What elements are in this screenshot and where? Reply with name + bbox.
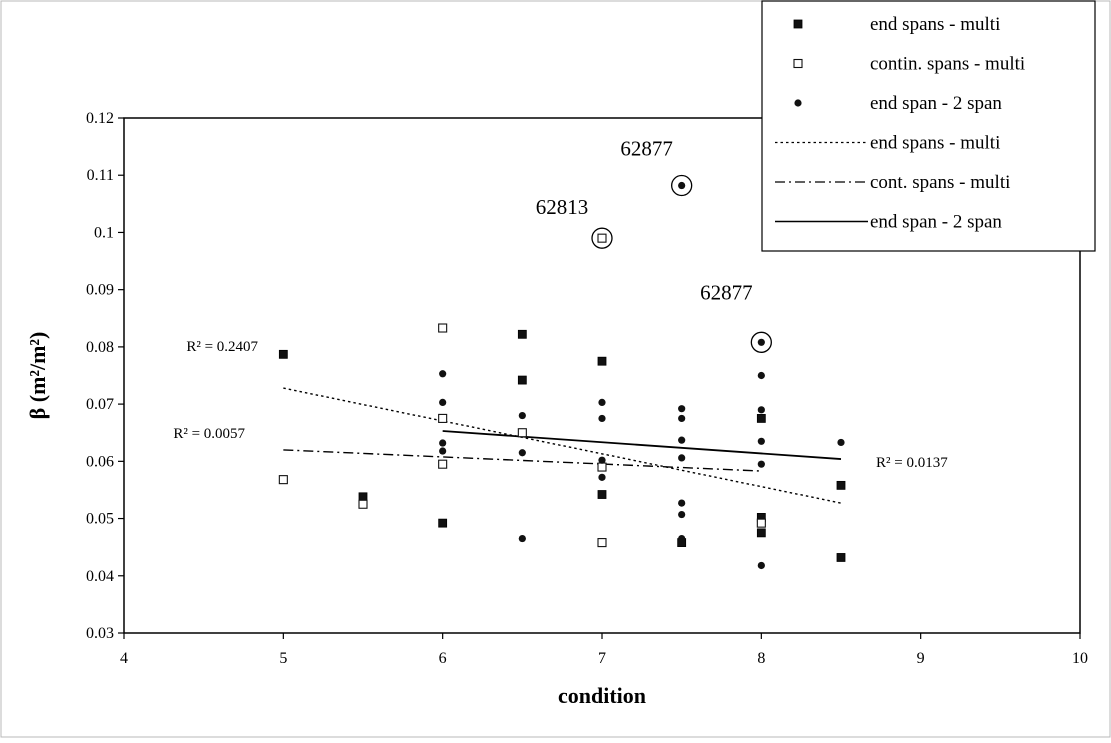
legend-label: contin. spans - multi [870,54,1025,75]
data-point [598,473,606,481]
y-axis-title: β (m²/m²) [25,332,50,420]
data-point [757,561,765,570]
trendline [283,387,842,504]
legend-label: end spans - multi [870,133,1000,154]
data-point [439,447,447,455]
axis-titles: condition β (m²/m²) [25,332,646,708]
data-point [517,375,527,385]
y-tick-label: 0.12 [86,110,114,127]
highlight-ring [750,331,772,353]
data-point [597,538,607,548]
x-axis-title: condition [558,683,646,708]
data-point [598,414,606,423]
data-point [597,356,607,366]
legend-swatch [793,19,803,29]
data-point [756,414,766,423]
axes: 4 5 6 7 8 9 10 0.03 0.04 0.05 0.06 0.07 0.08 0.09 0.1 0… [86,110,1088,667]
data-point [438,459,448,469]
trendlines: R² = 0.2407 R² = 0.0057 R² = 0.0137 [173,339,948,504]
annotations: 62877 62813 62877 [536,137,772,353]
data-point [757,460,765,468]
x-tick-label: 9 [917,650,925,667]
legend-label: end spans - multi [870,14,1000,35]
y-tick-label: 0.05 [86,511,114,528]
r2-label: R² = 0.0057 [173,426,245,442]
data-point [438,518,448,528]
data-point [438,413,448,423]
y-tick-label: 0.11 [87,167,114,184]
y-tick-label: 0.04 [86,568,114,585]
data-point [518,534,526,543]
x-tick-label: 5 [279,650,287,667]
data-point [678,436,686,444]
data-point [517,329,527,339]
data-point [598,398,606,406]
legend-swatch [793,58,803,69]
x-tick-label: 6 [439,650,447,667]
data-point [757,437,765,445]
data-point [678,534,686,543]
data-point [358,499,368,509]
highlight-ring [591,227,613,249]
data-point [836,553,846,562]
x-tick-label: 7 [598,650,606,667]
data-point [757,406,765,414]
y-tick-label: 0.07 [86,396,114,413]
data-point [678,454,686,462]
data-point [597,490,607,499]
legend: end spans - multi contin. spans - multi en… [761,0,1096,252]
data-point [278,475,288,485]
y-tick-label: 0.08 [86,339,114,356]
highlight-ring [671,174,693,197]
x-tick-label: 8 [757,650,765,667]
x-tick-label: 4 [120,650,128,667]
data-point [278,349,288,359]
r2-label: R² = 0.2407 [186,339,258,355]
data-point [837,438,845,447]
data-point [439,398,447,406]
y-tick-label: 0.09 [86,282,114,299]
data-point [678,510,686,519]
trendline [442,430,842,460]
data-point [598,456,606,464]
y-tick-label: 0.1 [94,224,114,241]
data-point [597,233,607,243]
data-points [278,181,846,570]
r2-label: R² = 0.0137 [876,455,948,471]
data-point [756,518,766,528]
data-point [678,405,686,413]
legend-label: end span - 2 span [870,212,1002,233]
x-tick-label: 10 [1072,650,1088,667]
data-point [756,528,766,538]
data-point [439,439,447,447]
data-point [438,323,448,333]
data-point [439,370,447,378]
point-label: 62813 [536,195,589,219]
legend-box [761,0,1096,252]
data-point [517,428,527,438]
data-point [678,181,686,190]
data-point [678,414,686,423]
data-point [597,462,607,472]
legend-label: cont. spans - multi [870,172,1010,193]
point-label: 62877 [700,280,753,304]
point-label: 62877 [620,137,673,161]
y-tick-label: 0.06 [86,453,114,470]
data-point [757,338,765,346]
data-point [678,499,686,507]
data-point [757,371,765,380]
legend-swatch [794,99,802,107]
data-point [518,411,526,420]
data-point [358,492,368,502]
legend-label: end span - 2 span [870,93,1002,114]
y-tick-label: 0.03 [86,625,114,642]
data-point [836,480,846,490]
data-point [518,449,526,457]
